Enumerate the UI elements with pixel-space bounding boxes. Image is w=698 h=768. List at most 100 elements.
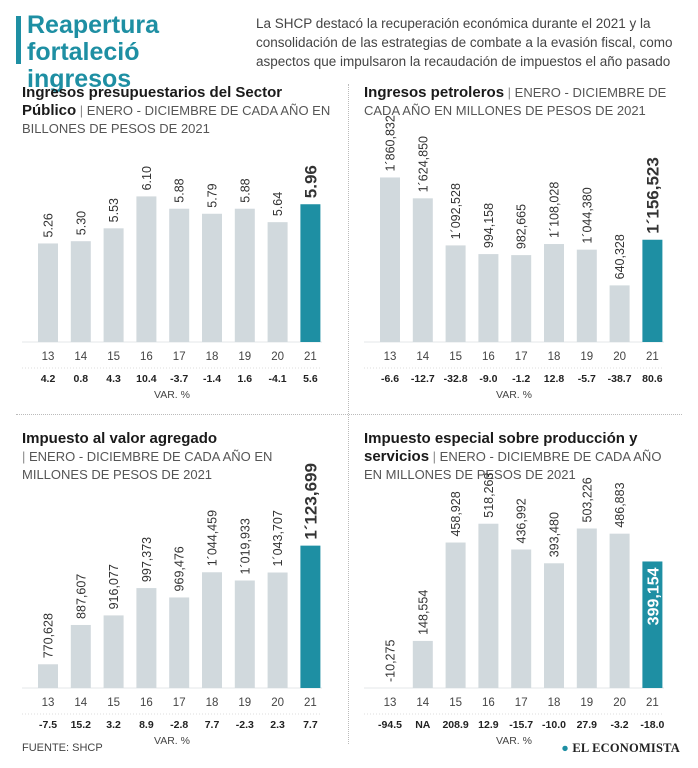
variation-value: -4.1 bbox=[269, 373, 287, 385]
category-label: 19 bbox=[580, 351, 593, 363]
data-label: 399,154 bbox=[645, 567, 662, 625]
chart-title: Impuesto al valor agregado bbox=[22, 430, 218, 447]
variation-value: -2.8 bbox=[170, 719, 188, 731]
category-label: 21 bbox=[304, 697, 317, 709]
panel-iva: Impuesto al valor agregado | ENERO - DIC… bbox=[22, 430, 340, 750]
bar-17 bbox=[169, 597, 190, 688]
bar-14 bbox=[412, 198, 433, 342]
bar-16 bbox=[136, 196, 157, 342]
data-label: 1´043,707 bbox=[271, 510, 285, 566]
variation-axis-label: VAR. % bbox=[154, 389, 190, 401]
chart-petroleros: 1´860,832 13 -6.6 1´624,850 14 -12.7 1´092,528… bbox=[364, 115, 664, 401]
category-label: 21 bbox=[646, 697, 659, 709]
variation-value: -2.3 bbox=[236, 719, 254, 731]
data-label: 5.53 bbox=[107, 198, 121, 222]
bar-14 bbox=[70, 241, 91, 342]
category-label: 21 bbox=[646, 351, 659, 363]
category-label: 18 bbox=[548, 351, 561, 363]
category-label: 15 bbox=[449, 351, 462, 363]
data-label: 916,077 bbox=[107, 564, 121, 609]
variation-axis-label: VAR. % bbox=[496, 389, 532, 401]
panel-title: Impuesto al valor agregado | ENERO - DIC… bbox=[22, 430, 273, 482]
main-subtitle: La SHCP destacó la recuperación económic… bbox=[256, 16, 673, 69]
bar-20 bbox=[609, 285, 630, 342]
variation-value: 5.6 bbox=[303, 373, 318, 385]
chart-title: Impuesto especial sobre producción y ser… bbox=[364, 430, 638, 465]
panel-title: Ingresos presupuestarios del Sector Públ… bbox=[22, 84, 331, 136]
variation-value: -12.7 bbox=[411, 373, 435, 385]
bar-20 bbox=[609, 533, 630, 688]
variation-value: NA bbox=[415, 719, 431, 731]
chart-title: Ingresos presupuestarios del Sector Públ… bbox=[22, 84, 283, 119]
data-label: 982,665 bbox=[515, 204, 529, 249]
bar-15 bbox=[445, 542, 466, 688]
variation-value: -6.6 bbox=[381, 373, 399, 385]
data-label: 518,263 bbox=[482, 472, 496, 517]
bar-19 bbox=[234, 208, 255, 342]
variation-value: -38.7 bbox=[608, 373, 632, 385]
category-label: 15 bbox=[449, 697, 462, 709]
variation-value: 12.9 bbox=[478, 719, 499, 731]
data-label: 503,226 bbox=[580, 477, 594, 522]
data-label: 148,554 bbox=[416, 590, 430, 635]
bar-14 bbox=[70, 624, 91, 688]
category-label: 15 bbox=[107, 697, 120, 709]
data-label: 5.30 bbox=[74, 211, 88, 235]
variation-value: -15.7 bbox=[509, 719, 533, 731]
bar-17 bbox=[169, 208, 190, 342]
panel-ingresos-petroleros: Ingresos petroleros | ENERO - DICIEMBRE … bbox=[364, 84, 682, 404]
source-note: FUENTE: SHCP bbox=[22, 742, 103, 754]
data-label: -10,275 bbox=[384, 640, 398, 682]
data-label: 5.96 bbox=[301, 165, 320, 198]
bar-18 bbox=[202, 213, 222, 342]
variation-value: -9.0 bbox=[479, 373, 497, 385]
data-label: 1´019,933 bbox=[238, 518, 252, 574]
chart-period: ENERO - DICIEMBRE DE CADA AÑO EN BILLONE… bbox=[22, 103, 331, 136]
bar-19 bbox=[234, 580, 255, 688]
data-label: 994,158 bbox=[482, 203, 496, 248]
data-label: 1´860,832 bbox=[384, 115, 398, 171]
horizontal-divider bbox=[16, 414, 682, 416]
data-label: 486,883 bbox=[613, 482, 627, 527]
data-label: 1´092,528 bbox=[449, 183, 463, 239]
bar-18 bbox=[544, 244, 564, 342]
data-label: 5.79 bbox=[206, 183, 220, 207]
bar-14 bbox=[412, 640, 433, 688]
data-label: 1´108,028 bbox=[548, 182, 562, 238]
bar-15 bbox=[103, 228, 124, 342]
data-label: 1´123,699 bbox=[301, 463, 320, 540]
category-label: 16 bbox=[482, 697, 495, 709]
bar-13 bbox=[38, 664, 58, 688]
data-label: 969,476 bbox=[173, 546, 187, 591]
category-label: 17 bbox=[515, 697, 528, 709]
category-label: 15 bbox=[107, 351, 120, 363]
category-label: 18 bbox=[548, 697, 561, 709]
variation-value: -32.8 bbox=[444, 373, 468, 385]
chart-title: Ingresos petroleros bbox=[364, 84, 505, 101]
category-label: 14 bbox=[74, 697, 87, 709]
category-label: 20 bbox=[613, 697, 626, 709]
data-label: 6.10 bbox=[140, 166, 154, 190]
variation-value: -5.7 bbox=[578, 373, 596, 385]
chart-period: ENERO - DICIEMBRE DE CADA AÑO EN MILLONE… bbox=[364, 449, 662, 482]
panel-ieps: Impuesto especial sobre producción y ser… bbox=[364, 430, 682, 750]
category-label: 21 bbox=[304, 351, 317, 363]
data-label: 1´156,523 bbox=[643, 157, 662, 234]
data-label: 458,928 bbox=[449, 491, 463, 536]
bar-20 bbox=[267, 222, 288, 342]
category-label: 13 bbox=[384, 351, 397, 363]
data-label: 640,328 bbox=[613, 234, 627, 279]
bar-13 bbox=[380, 177, 400, 342]
category-label: 20 bbox=[271, 697, 284, 709]
variation-value: 208.9 bbox=[442, 719, 468, 731]
variation-value: 12.8 bbox=[544, 373, 565, 385]
data-label: 5.88 bbox=[238, 178, 252, 202]
variation-value: 4.3 bbox=[106, 373, 121, 385]
variation-value: -18.0 bbox=[640, 719, 664, 731]
bar-18 bbox=[202, 572, 222, 688]
variation-value: -3.2 bbox=[611, 719, 629, 731]
category-label: 18 bbox=[206, 351, 219, 363]
category-label: 17 bbox=[515, 351, 528, 363]
variation-value: -1.2 bbox=[512, 373, 530, 385]
data-label: 887,607 bbox=[74, 574, 88, 619]
